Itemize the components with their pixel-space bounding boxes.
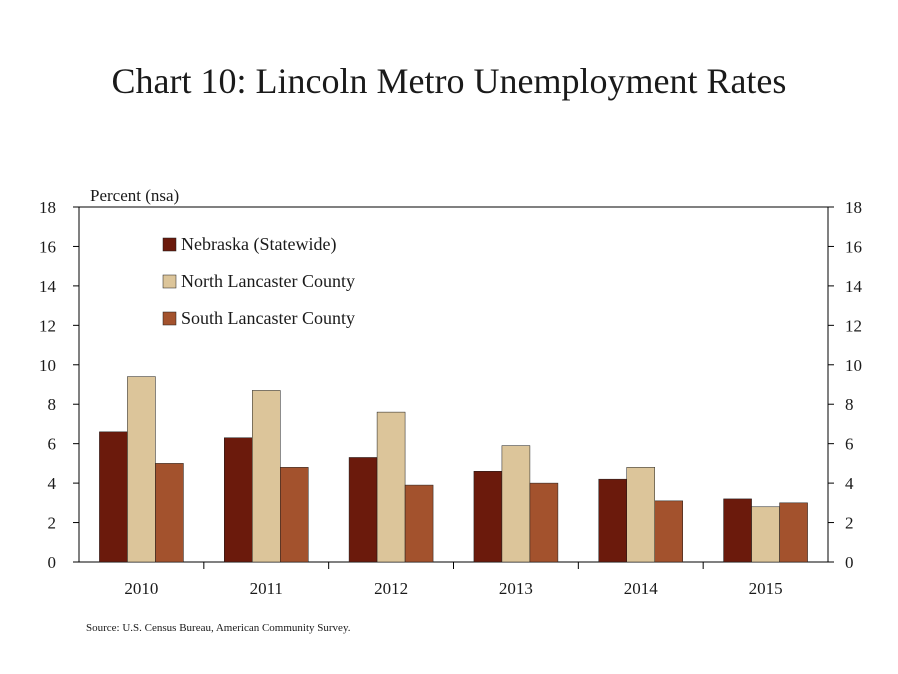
y-tick-label-left: 4 [48, 474, 57, 493]
bar-2012-series-2 [376, 411, 406, 563]
source-note: Source: U.S. Census Bureau, American Com… [86, 622, 351, 634]
x-tick-label-2013: 2013 [499, 579, 533, 598]
y-tick-label-left: 16 [39, 237, 56, 256]
bar-2014-series-3 [654, 500, 683, 563]
y-tick-label-left: 0 [48, 553, 57, 572]
x-tick-label-2014: 2014 [624, 579, 659, 598]
bar-2011-series-3 [280, 467, 309, 563]
y-tick-label-right: 18 [845, 198, 862, 217]
x-tick-label-2011: 2011 [250, 579, 283, 598]
legend: Nebraska (Statewide) North Lancaster Coun… [162, 234, 355, 328]
y-tick-label-left: 8 [48, 395, 57, 414]
y-axis-left: 0 2 4 6 8 10 12 14 16 18 [39, 198, 79, 572]
y-tick-label-right: 0 [845, 553, 854, 572]
y-tick-label-left: 14 [39, 277, 57, 296]
bar-2011-series-1 [224, 437, 253, 563]
y-tick-label-right: 14 [845, 277, 863, 296]
bar-2010-series-1 [99, 431, 128, 563]
bar-2013-series-3 [529, 482, 559, 563]
y-tick-label-left: 10 [39, 356, 56, 375]
bar-2015-series-3 [779, 502, 808, 563]
bar-2015-series-1 [723, 498, 752, 563]
x-tick-label-2015: 2015 [749, 579, 783, 598]
y-tick-label-right: 8 [845, 395, 854, 414]
y-axis-label: Percent (nsa) [90, 186, 179, 205]
y-tick-label-right: 6 [845, 435, 854, 454]
x-tick-label-2010: 2010 [124, 579, 158, 598]
bar-2012-series-1 [348, 457, 378, 563]
chart-title: Chart 10: Lincoln Metro Unemployment Rat… [111, 61, 787, 101]
y-tick-label-right: 2 [845, 514, 854, 533]
bar-2014-series-1 [598, 478, 627, 563]
legend-label-1: Nebraska (Statewide) [181, 234, 336, 255]
legend-swatch-2 [162, 274, 177, 289]
bar-2014-series-2 [626, 467, 655, 563]
y-tick-label-left: 6 [48, 435, 57, 454]
bar-2015-series-2 [751, 506, 780, 563]
x-axis: 2010 2011 2012 2013 2014 2015 [124, 562, 783, 598]
y-tick-label-left: 12 [39, 316, 56, 335]
bar-2010-series-3 [155, 463, 184, 563]
bars-group [99, 376, 808, 563]
y-tick-label-right: 12 [845, 316, 862, 335]
bar-2011-series-2 [252, 390, 281, 563]
bar-2013-series-1 [473, 471, 503, 563]
bar-2012-series-3 [404, 484, 434, 563]
y-axis-right: 0 2 4 6 8 10 12 14 16 18 [828, 198, 863, 572]
legend-swatch-3 [162, 311, 177, 326]
y-tick-label-right: 10 [845, 356, 862, 375]
x-tick-label-2012: 2012 [374, 579, 408, 598]
legend-label-3: South Lancaster County [181, 308, 355, 328]
legend-label-2: North Lancaster County [181, 271, 355, 291]
y-tick-label-right: 16 [845, 237, 862, 256]
legend-swatch-1 [162, 237, 177, 252]
plot-frame [78, 206, 829, 563]
y-tick-label-left: 2 [48, 514, 57, 533]
bar-2013-series-2 [501, 445, 531, 563]
bar-2010-series-2 [127, 376, 156, 563]
y-tick-label-right: 4 [845, 474, 854, 493]
y-tick-label-left: 18 [39, 198, 56, 217]
